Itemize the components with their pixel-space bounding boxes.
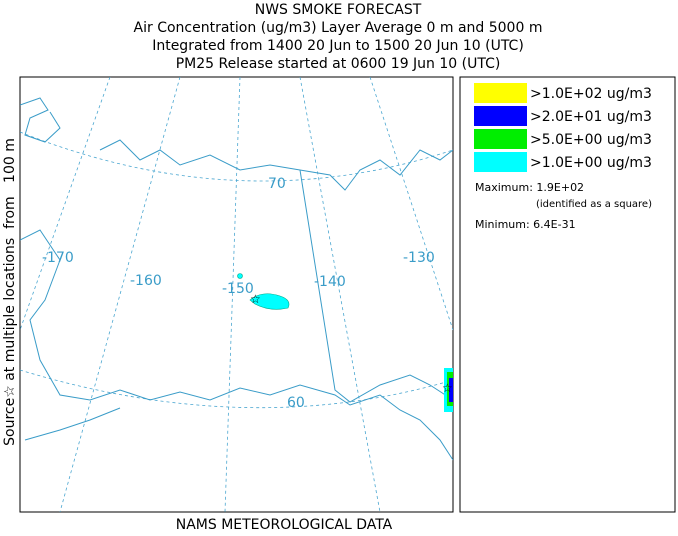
map-label: -160	[130, 273, 162, 289]
map-label: -130	[403, 250, 435, 266]
maximum: Maximum: 1.9E+02	[475, 181, 584, 194]
map-frame	[19, 76, 454, 513]
map-label: -140	[314, 274, 346, 290]
graticule	[224, 77, 241, 512]
coastline	[20, 229, 453, 461]
legend: Maximum: 1.9E+02 (identified as a square…	[459, 76, 676, 513]
footer: NAMS METEOROLOGICAL DATA	[176, 517, 393, 532]
border	[299, 169, 453, 403]
coastline	[24, 407, 121, 441]
side-label: Source☆ at multiple locations from 100 m	[2, 138, 18, 446]
graticule	[20, 131, 453, 182]
subtitle: Air Concentration (ug/m3) Layer Average …	[134, 20, 543, 36]
map-label: -150	[222, 281, 254, 297]
legend-label: >1.0E+02 ug/m3	[530, 86, 652, 102]
legend-swatch	[474, 106, 527, 126]
map-label: -170	[42, 250, 74, 266]
smoke-plume	[249, 293, 290, 310]
legend-swatch	[474, 83, 527, 103]
graticule	[299, 77, 381, 512]
source-marker: ☆	[442, 381, 453, 395]
legend-swatch	[474, 129, 527, 149]
map-label: 70	[268, 176, 286, 192]
map: ☆ ☆ -170 -160 -150 -140 -130 70 60	[19, 76, 454, 513]
coastline	[20, 97, 61, 143]
legend-label: >1.0E+00 ug/m3	[530, 155, 652, 171]
smoke-plume	[237, 273, 243, 279]
legend-label: >2.0E+01 ug/m3	[530, 109, 652, 125]
maximum-note: (identified as a square)	[536, 199, 652, 210]
legend-frame	[459, 76, 676, 513]
map-label: 60	[287, 395, 305, 411]
subtitle: Integrated from 1400 20 Jun to 1500 20 J…	[152, 38, 524, 54]
source-marker: ☆	[250, 292, 261, 306]
smoke-plume	[449, 378, 453, 402]
minimum: Minimum: 6.4E-31	[475, 218, 576, 231]
subtitle: PM25 Release started at 0600 19 Jun 10 (…	[176, 56, 501, 72]
graticule	[369, 77, 453, 331]
title: NWS SMOKE FORECAST	[255, 2, 422, 18]
legend-swatch	[474, 152, 527, 172]
header: NWS SMOKE FORECAST Air Concentration (ug…	[134, 2, 543, 72]
graticule	[20, 77, 111, 331]
legend-label: >5.0E+00 ug/m3	[530, 132, 652, 148]
